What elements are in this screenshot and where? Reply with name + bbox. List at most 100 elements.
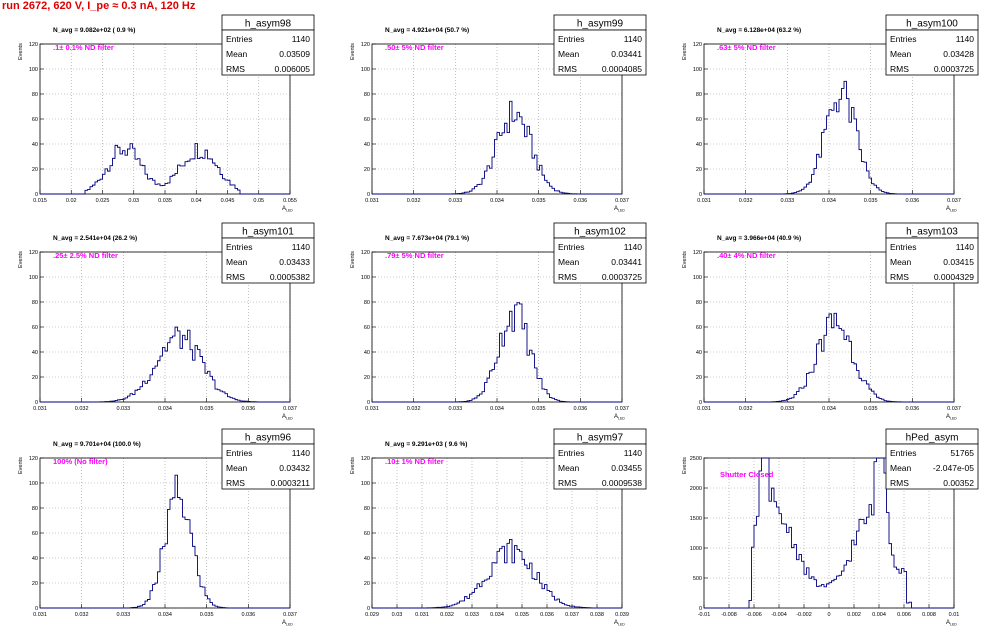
stats-value-mean: 0.03433 [279, 257, 310, 267]
x-tick-label: 0.031 [365, 406, 379, 412]
y-tick-label: 120 [361, 250, 370, 256]
y-tick-label: 0 [699, 606, 702, 612]
y-tick-label: 40 [696, 350, 702, 356]
y-tick-label: 1500 [690, 516, 702, 522]
filter-label: .10± 1% ND filter [385, 457, 444, 466]
x-axis-title: ALED [282, 206, 293, 213]
x-axis-subscript: LED [618, 623, 625, 627]
x-tick-label: 0.006 [897, 612, 911, 618]
stats-value-entries: 51765 [950, 448, 974, 458]
x-tick-label: 0.037 [615, 406, 629, 412]
x-axis-subscript: LED [950, 417, 957, 421]
histogram-line [372, 302, 622, 403]
stats-label-entries: Entries [558, 448, 584, 458]
y-tick-label: 120 [361, 42, 370, 48]
y-tick-label: 20 [696, 375, 702, 381]
stats-label-entries: Entries [890, 34, 916, 44]
stats-box [221, 29, 315, 76]
stats-label-entries: Entries [226, 242, 252, 252]
x-tick-label: 0.037 [283, 406, 297, 412]
histogram-name: h_asym103 [906, 227, 958, 238]
y-tick-label: 60 [32, 325, 38, 331]
x-tick-label: 0.055 [283, 198, 297, 204]
stats-label-mean: Mean [558, 49, 580, 59]
x-tick-label: 0.037 [615, 198, 629, 204]
x-axis-title: ALED [614, 620, 625, 627]
y-axis-title: Events [18, 43, 24, 60]
stats-box [553, 237, 647, 284]
x-tick-label: 0.008 [922, 612, 936, 618]
stats-value-entries: 1140 [624, 242, 643, 252]
y-tick-label: 40 [364, 350, 370, 356]
stats-value-rms: 0.00352 [943, 478, 974, 488]
y-tick-label: 80 [32, 506, 38, 512]
stats-label-mean: Mean [226, 49, 248, 59]
x-tick-label: 0.002 [847, 612, 861, 618]
n-avg-label: N_avg = 9.082e+02 ( 0.9 %) [53, 27, 135, 34]
x-tick-label: 0.04 [191, 198, 202, 204]
y-axis-title: Events [350, 43, 356, 60]
stats-label-rms: RMS [558, 64, 577, 74]
x-tick-label: 0.032 [407, 198, 421, 204]
stats-label-rms: RMS [226, 478, 245, 488]
histogram-line [372, 538, 622, 609]
x-tick-label: 0.036 [573, 406, 587, 412]
n-avg-label: N_avg = 3.966e+04 (40.9 %) [717, 235, 801, 242]
stats-value-rms: 0.006005 [275, 64, 311, 74]
stats-value-mean: 0.03441 [611, 257, 642, 267]
x-tick-label: 0.033 [116, 612, 130, 618]
stats-value-mean: 0.03441 [611, 49, 642, 59]
x-tick-label: 0.032 [440, 612, 454, 618]
x-tick-label: -0.01 [698, 612, 711, 618]
x-axis-subscript: LED [286, 623, 293, 627]
stats-label-entries: Entries [558, 34, 584, 44]
y-tick-label: 20 [32, 375, 38, 381]
y-tick-label: 0 [367, 606, 370, 612]
y-axis-title: Events [18, 251, 24, 268]
y-tick-label: 100 [693, 67, 702, 73]
histogram-line [40, 143, 290, 195]
stats-value-entries: 1140 [292, 242, 311, 252]
histogram-panel-h_asym97: 0.029 0.03 0.031 0.032 0.033 0.034 0.035 0.036 0… [350, 428, 647, 627]
x-axis-title: ALED [282, 414, 293, 421]
y-tick-label: 120 [29, 42, 38, 48]
stats-box [885, 29, 979, 76]
x-tick-label: 0.031 [697, 406, 711, 412]
y-axis-title: Events [18, 457, 24, 474]
y-tick-label: 60 [696, 325, 702, 331]
x-tick-label: 0.032 [407, 406, 421, 412]
y-tick-label: 60 [364, 531, 370, 537]
filter-label: Shutter Closed [720, 470, 774, 479]
histogram-line [704, 457, 954, 609]
y-tick-label: 120 [693, 250, 702, 256]
y-tick-label: 100 [361, 67, 370, 73]
x-tick-label: -0.004 [771, 612, 787, 618]
x-tick-label: 0.033 [780, 198, 794, 204]
x-tick-label: 0.037 [565, 612, 579, 618]
histogram-name: h_asym101 [242, 227, 294, 238]
x-tick-label: 0.015 [33, 198, 47, 204]
histogram-line [372, 100, 622, 195]
y-tick-label: 0 [699, 400, 702, 406]
histogram-line [40, 326, 290, 403]
y-tick-label: 80 [696, 92, 702, 98]
x-tick-label: 0.031 [415, 612, 429, 618]
y-tick-label: 40 [696, 142, 702, 148]
x-tick-label: 0.045 [221, 198, 235, 204]
y-tick-label: 100 [29, 275, 38, 281]
stats-label-rms: RMS [558, 478, 577, 488]
x-tick-label: 0.036 [573, 198, 587, 204]
y-tick-label: 60 [696, 117, 702, 123]
y-tick-label: 80 [32, 92, 38, 98]
x-tick-label: 0.035 [532, 198, 546, 204]
histogram-panel-hPed_asym: -0.01 -0.008 -0.006 -0.004 -0.002 0 0.002 0.004… [682, 428, 979, 627]
x-axis-title: ALED [614, 414, 625, 421]
y-tick-label: 0 [367, 192, 370, 198]
x-tick-label: 0.037 [947, 406, 961, 412]
y-tick-label: 40 [32, 142, 38, 148]
y-tick-label: 60 [364, 117, 370, 123]
stats-box [221, 443, 315, 490]
filter-label: .25± 2.5% ND filter [53, 251, 118, 260]
x-tick-label: 0 [827, 612, 830, 618]
filter-label: .79± 5% ND filter [385, 251, 444, 260]
